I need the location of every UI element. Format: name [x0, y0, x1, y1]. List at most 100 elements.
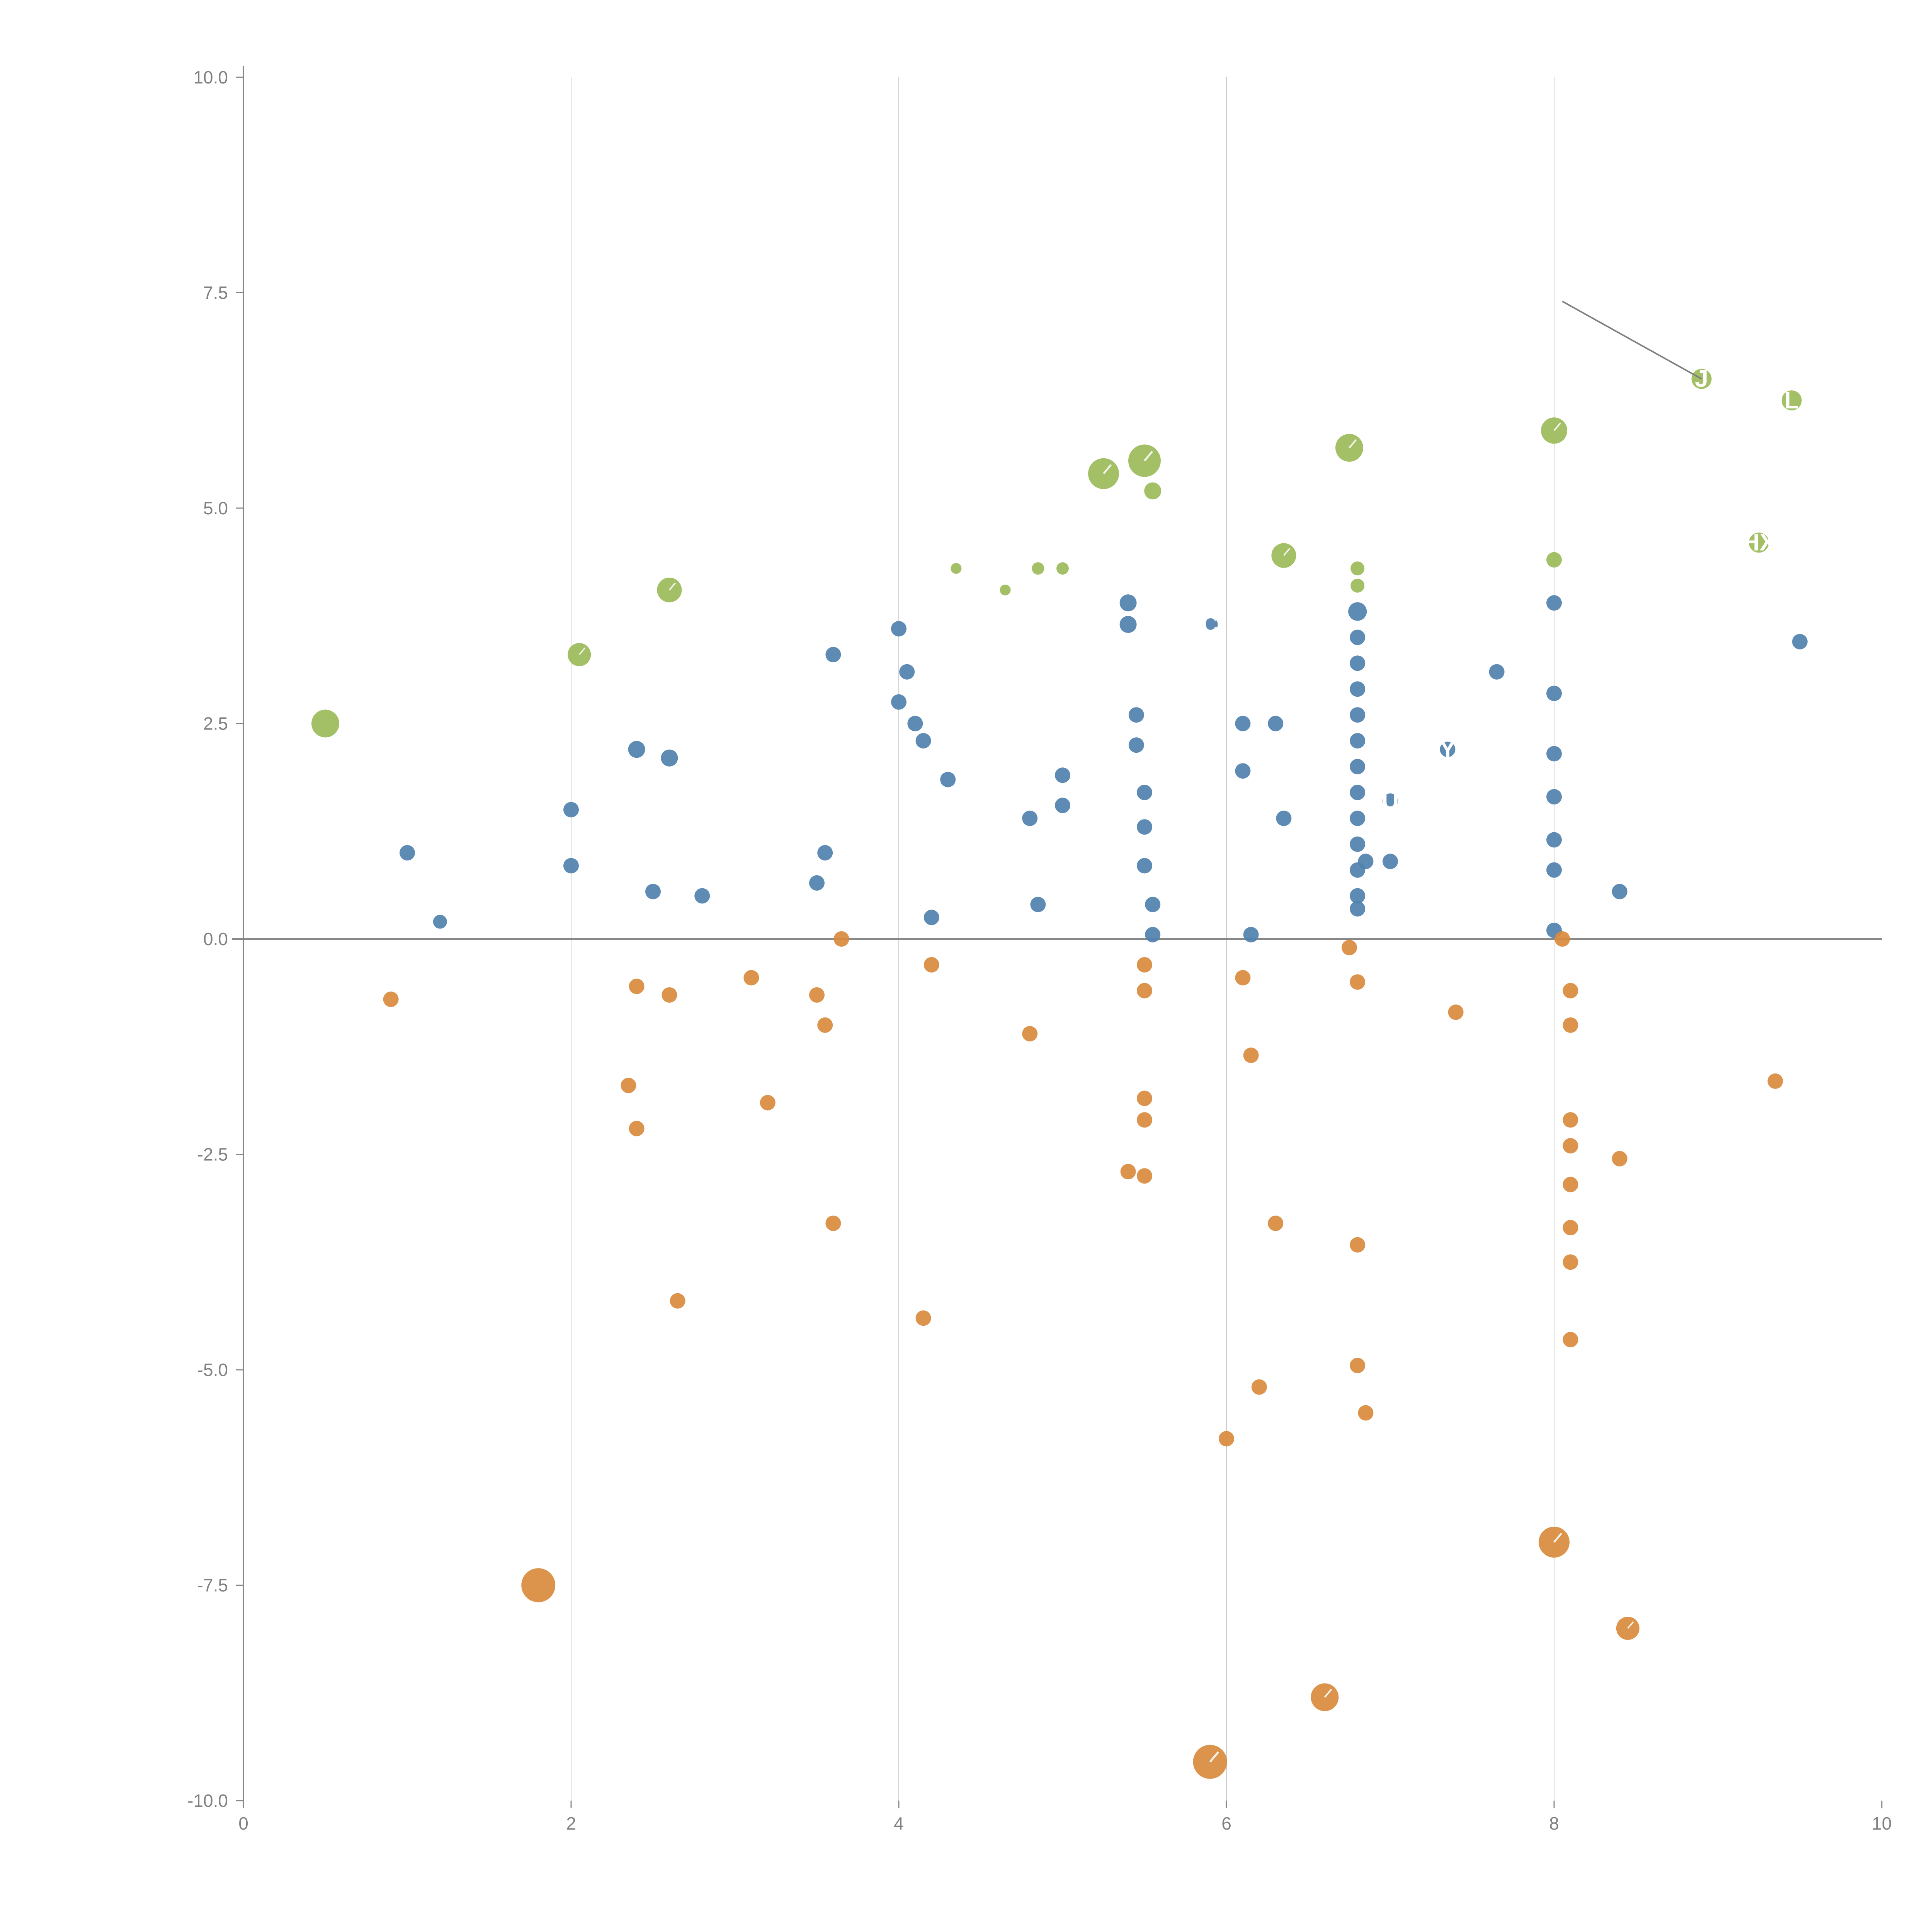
data-point-blue-13[interactable]	[899, 664, 915, 680]
data-point-blue-41[interactable]	[1350, 707, 1365, 723]
data-point-blue-27[interactable]	[1137, 819, 1152, 835]
data-point-blue-60[interactable]	[1546, 862, 1562, 878]
data-point-blue-5[interactable]	[661, 750, 678, 767]
data-point-orange-36[interactable]	[1554, 931, 1570, 947]
data-point-orange-11[interactable]	[825, 1216, 841, 1231]
data-point-blue-35[interactable]	[1268, 716, 1283, 731]
data-point-orange-19[interactable]	[1137, 1091, 1152, 1106]
data-point-blue-57[interactable]	[1546, 746, 1562, 762]
data-point-green-9[interactable]	[1144, 482, 1161, 499]
data-point-orange-9[interactable]	[809, 987, 825, 1003]
data-point-orange-13[interactable]	[916, 1310, 931, 1326]
data-point-orange-41[interactable]	[1563, 1177, 1578, 1192]
data-point-orange-26[interactable]	[1252, 1379, 1267, 1395]
data-point-blue-63[interactable]	[1792, 634, 1808, 650]
data-point-orange-1[interactable]	[521, 1568, 555, 1602]
data-point-blue-37[interactable]	[1348, 602, 1367, 621]
data-point-orange-37[interactable]	[1563, 983, 1578, 998]
data-point-green-4[interactable]	[1000, 585, 1011, 595]
data-point-orange-40[interactable]	[1563, 1138, 1578, 1153]
data-point-blue-4[interactable]	[628, 741, 645, 758]
data-point-green-14[interactable]	[1546, 552, 1562, 568]
data-point-blue-8[interactable]	[817, 845, 833, 861]
data-point-blue-11[interactable]	[891, 694, 906, 710]
data-point-orange-32[interactable]	[1350, 1358, 1365, 1373]
data-point-blue-38[interactable]	[1350, 630, 1365, 645]
data-point-blue-10[interactable]	[825, 647, 841, 662]
data-point-orange-29[interactable]	[1342, 940, 1357, 955]
data-point-blue-39[interactable]	[1350, 655, 1365, 671]
data-point-orange-0[interactable]	[383, 992, 399, 1007]
data-point-orange-25[interactable]	[1243, 1048, 1259, 1063]
data-point-orange-43[interactable]	[1563, 1254, 1578, 1270]
data-point-orange-20[interactable]	[1137, 1112, 1152, 1128]
data-point-blue-9[interactable]	[809, 875, 825, 891]
data-point-blue-34[interactable]	[1243, 927, 1259, 942]
data-point-orange-21[interactable]	[1137, 1168, 1152, 1184]
data-point-blue-29[interactable]	[1145, 897, 1160, 912]
data-point-blue-56[interactable]	[1546, 685, 1562, 701]
data-point-blue-18[interactable]	[1022, 811, 1037, 826]
data-point-orange-6[interactable]	[670, 1293, 685, 1309]
data-point-blue-1[interactable]	[433, 915, 447, 929]
data-point-blue-30[interactable]	[1145, 927, 1160, 942]
data-point-blue-20[interactable]	[1055, 767, 1070, 783]
data-point-blue-19[interactable]	[1030, 897, 1046, 912]
data-point-blue-50[interactable]	[1358, 854, 1373, 869]
data-point-blue-53[interactable]	[1440, 742, 1455, 757]
data-point-blue-12[interactable]	[891, 621, 906, 636]
data-point-green-3[interactable]	[951, 563, 961, 574]
data-point-orange-31[interactable]	[1350, 1237, 1365, 1253]
data-point-blue-6[interactable]	[645, 884, 661, 899]
data-point-blue-17[interactable]	[940, 772, 956, 787]
data-point-orange-27[interactable]	[1268, 1216, 1283, 1231]
data-point-orange-16[interactable]	[1121, 1164, 1136, 1179]
data-point-orange-17[interactable]	[1137, 957, 1152, 973]
data-point-blue-24[interactable]	[1129, 707, 1144, 723]
data-point-blue-23[interactable]	[1120, 616, 1137, 633]
data-point-blue-44[interactable]	[1350, 785, 1365, 800]
data-point-blue-7[interactable]	[694, 888, 710, 904]
data-point-green-17[interactable]	[1782, 390, 1802, 410]
data-point-green-13[interactable]	[1350, 579, 1364, 593]
data-point-green-12[interactable]	[1350, 561, 1364, 575]
data-point-blue-51[interactable]	[1383, 854, 1398, 869]
data-point-blue-42[interactable]	[1350, 733, 1365, 748]
data-point-blue-22[interactable]	[1120, 594, 1137, 611]
data-point-blue-59[interactable]	[1546, 832, 1562, 848]
data-point-orange-2[interactable]	[621, 1078, 636, 1093]
data-point-blue-32[interactable]	[1235, 716, 1250, 731]
data-point-orange-38[interactable]	[1563, 1017, 1578, 1033]
data-point-blue-43[interactable]	[1350, 759, 1365, 774]
data-point-green-18[interactable]	[1749, 532, 1769, 553]
data-point-orange-42[interactable]	[1563, 1220, 1578, 1235]
data-point-orange-5[interactable]	[662, 987, 677, 1003]
data-point-orange-30[interactable]	[1350, 975, 1365, 990]
data-point-blue-14[interactable]	[907, 716, 923, 731]
data-point-orange-10[interactable]	[817, 1017, 833, 1033]
data-point-blue-58[interactable]	[1546, 789, 1562, 804]
data-point-blue-62[interactable]	[1612, 884, 1628, 899]
data-point-green-6[interactable]	[1056, 562, 1069, 575]
data-point-blue-55[interactable]	[1546, 595, 1562, 611]
data-point-orange-18[interactable]	[1137, 983, 1152, 998]
data-point-orange-34[interactable]	[1448, 1005, 1464, 1020]
data-point-orange-45[interactable]	[1612, 1151, 1628, 1167]
data-point-orange-14[interactable]	[924, 957, 939, 973]
data-point-orange-24[interactable]	[1235, 970, 1250, 985]
data-point-blue-31[interactable]	[1202, 617, 1218, 632]
data-point-blue-52[interactable]	[1383, 793, 1398, 809]
data-point-blue-54[interactable]	[1489, 664, 1505, 680]
data-point-blue-49[interactable]	[1350, 901, 1365, 917]
data-point-green-0[interactable]	[311, 710, 339, 738]
data-point-blue-28[interactable]	[1137, 858, 1152, 873]
data-point-blue-21[interactable]	[1055, 798, 1070, 813]
data-point-blue-25[interactable]	[1129, 737, 1144, 753]
data-point-blue-40[interactable]	[1350, 681, 1365, 697]
data-point-blue-0[interactable]	[400, 845, 415, 861]
data-point-orange-4[interactable]	[629, 979, 645, 994]
data-point-blue-15[interactable]	[916, 733, 931, 748]
data-point-orange-3[interactable]	[629, 1121, 645, 1136]
data-point-orange-8[interactable]	[760, 1095, 776, 1111]
data-point-blue-16[interactable]	[924, 910, 939, 925]
